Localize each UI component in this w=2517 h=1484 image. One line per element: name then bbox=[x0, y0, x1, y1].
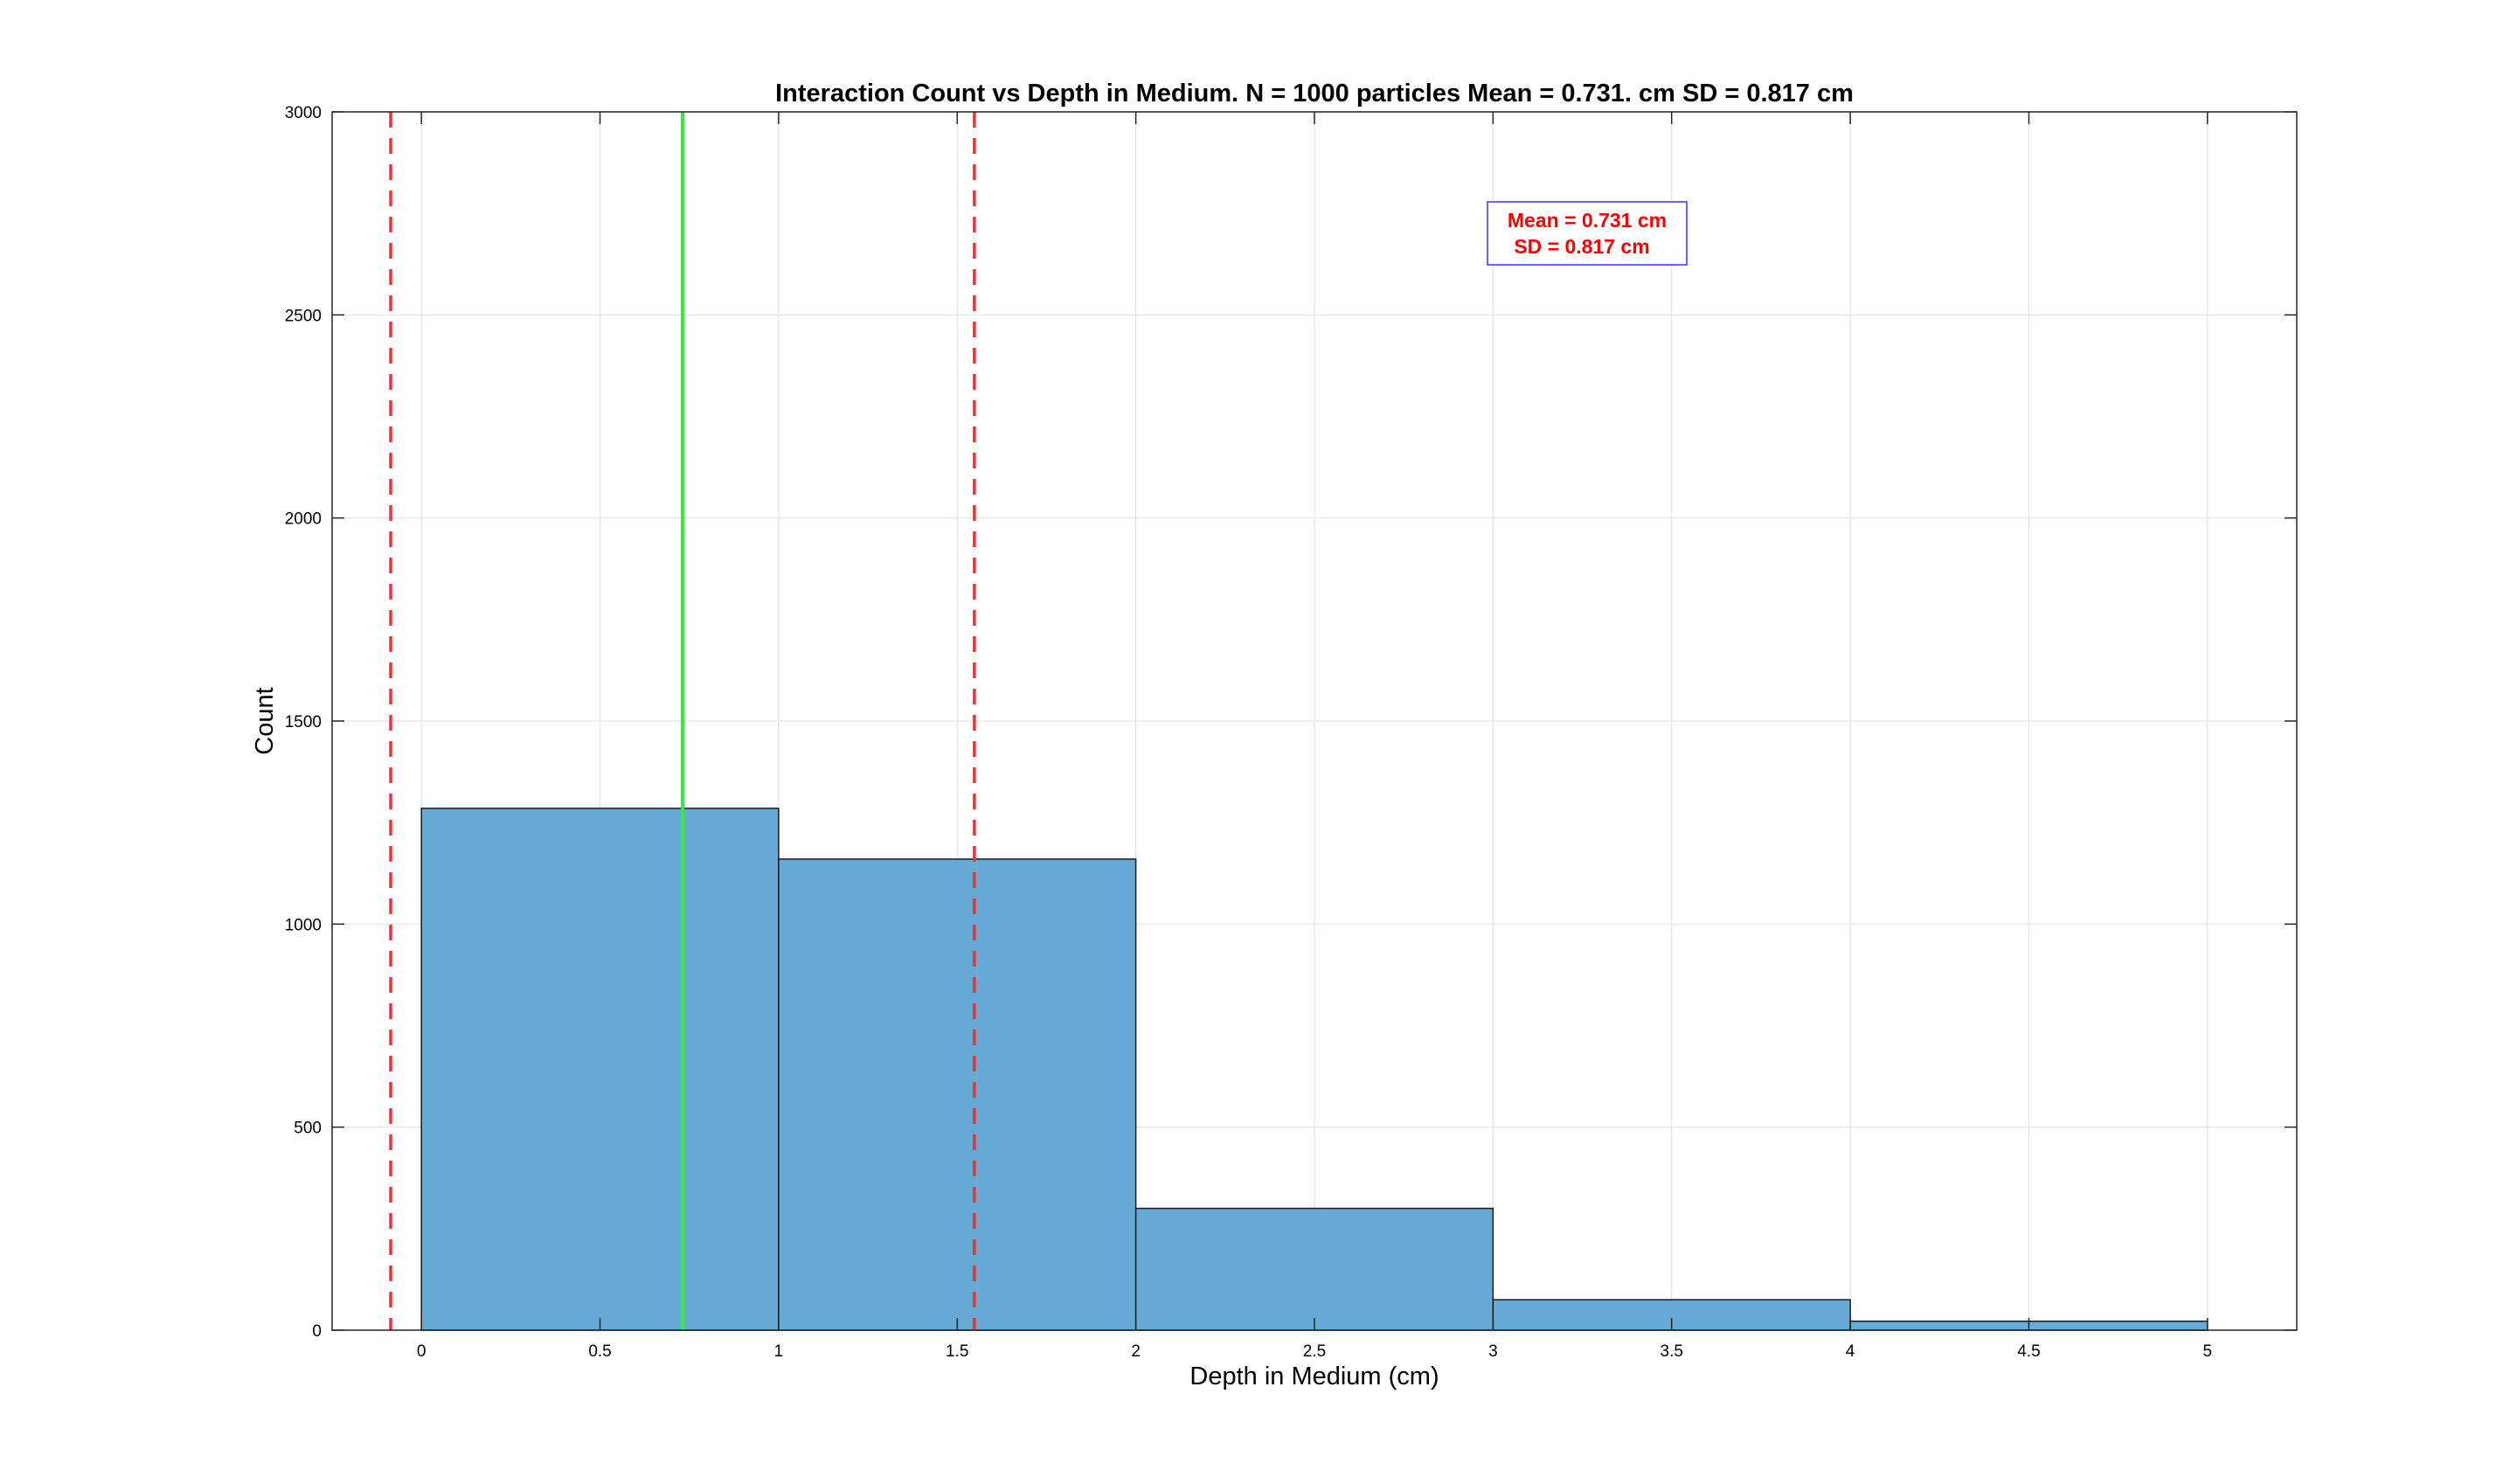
x-axis-label: Depth in Medium (cm) bbox=[1189, 1363, 1439, 1390]
annotation-box bbox=[1487, 201, 1688, 266]
histogram-bar bbox=[778, 858, 1137, 1331]
x-tick-label: 0 bbox=[417, 1342, 426, 1361]
x-tick-label: 3.5 bbox=[1661, 1342, 1683, 1361]
x-tick-label: 4 bbox=[1846, 1342, 1855, 1361]
x-tick-label: 3 bbox=[1488, 1342, 1498, 1361]
x-tick-label: 4.5 bbox=[2017, 1342, 2040, 1361]
reference-lines bbox=[389, 112, 976, 1330]
histogram-bar bbox=[1134, 1207, 1494, 1331]
chart-title: Interaction Count vs Depth in Medium. N … bbox=[775, 80, 1854, 107]
y-tick-label: 3000 bbox=[285, 104, 322, 122]
y-tick-label: 0 bbox=[312, 1322, 322, 1341]
y-axis-label: Count bbox=[251, 687, 279, 754]
ticks bbox=[332, 111, 2297, 1331]
x-tick-label: 2.5 bbox=[1303, 1342, 1326, 1361]
stats-annotation: Mean = 0.731 cm SD = 0.817 cm bbox=[1487, 201, 1688, 266]
x-tick-label: 5 bbox=[2203, 1342, 2213, 1361]
x-tick-label: 0.5 bbox=[588, 1342, 611, 1361]
bars bbox=[420, 808, 2208, 1331]
y-tick-label: 2000 bbox=[285, 510, 322, 529]
y-tick-label: 1500 bbox=[285, 713, 322, 732]
y-tick-label: 1000 bbox=[285, 916, 322, 934]
histogram-bar bbox=[420, 808, 780, 1331]
x-tick-labels: 0 0.5 1 1.5 2 2.5 3 3.5 4 4.5 5 bbox=[417, 1342, 2212, 1361]
y-tick-label: 500 bbox=[294, 1120, 322, 1138]
annotation-mean: Mean = 0.731 cm bbox=[1508, 209, 1667, 232]
x-tick-label: 1 bbox=[774, 1342, 784, 1361]
x-tick-label: 2 bbox=[1131, 1342, 1141, 1361]
y-tick-labels: 0 500 1000 1500 2000 2500 3000 bbox=[285, 104, 322, 1341]
grid-lines bbox=[332, 111, 2297, 1331]
x-tick-label: 1.5 bbox=[946, 1342, 968, 1361]
annotation-sd: SD = 0.817 cm bbox=[1514, 235, 1649, 258]
y-tick-label: 2500 bbox=[285, 307, 322, 325]
